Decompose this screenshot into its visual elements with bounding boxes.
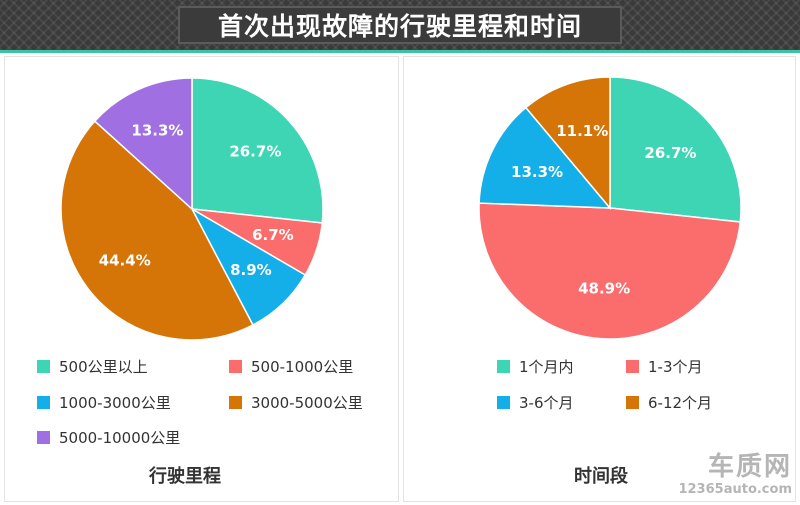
pie-slice-3 (524, 76, 611, 211)
pie-slice-0 (191, 77, 324, 224)
pie-slice-0 (609, 76, 742, 223)
legend-item-0: 500公里以上 (37, 355, 148, 377)
time-pie-chart: 26.7% 48.9% 13.3% 11.1% (478, 76, 742, 340)
legend-swatch (229, 395, 242, 409)
watermark-logo: 车质网 12365auto.com (662, 452, 792, 500)
pie-slice-2 (478, 106, 612, 209)
legend-item-3: 6-12个月 (626, 391, 712, 413)
legend-item-0: 1个月内 (497, 355, 574, 377)
pie-slice-3 (60, 120, 254, 341)
legend-label: 1000-3000公里 (59, 393, 171, 412)
legend-item-1: 1-3个月 (626, 355, 703, 377)
watermark-brand: 车质网 (707, 452, 792, 482)
pie-data-label-2: 8.9% (230, 261, 272, 279)
pie-data-label-1: 6.7% (252, 226, 294, 244)
legend-swatch (37, 430, 50, 444)
mileage-pie-chart: 26.7% 6.7% 8.9% 44.4% 13.3% (60, 77, 324, 341)
legend-label: 500公里以上 (59, 357, 148, 376)
legend-item-4: 5000-10000公里 (37, 426, 180, 448)
accent-line (0, 50, 800, 53)
legend-label: 6-12个月 (648, 393, 713, 412)
legend-swatch (626, 395, 639, 409)
chart-label-mileage: 行驶里程 (149, 466, 221, 487)
pie-data-label-0: 26.7% (644, 144, 696, 162)
mileage-chart-panel: 26.7% 6.7% 8.9% 44.4% 13.3% 500公里以上 500-1000… (4, 56, 399, 502)
pie-data-label-4: 13.3% (131, 122, 183, 140)
pie-slice-1 (478, 202, 742, 340)
legend-swatch (497, 359, 510, 373)
pie-data-label-1: 48.9% (578, 280, 630, 298)
legend-item-3: 3000-5000公里 (229, 391, 363, 413)
header-bar: 首次出现故障的行驶里程和时间 (0, 0, 800, 50)
legend-swatch (37, 395, 50, 409)
legend-swatch (229, 359, 242, 373)
page-title: 首次出现故障的行驶里程和时间 (178, 6, 622, 44)
legend-item-2: 3-6个月 (497, 391, 574, 413)
pie-data-label-0: 26.7% (229, 143, 281, 161)
legend-swatch (626, 359, 639, 373)
legend-label: 1-3个月 (648, 357, 703, 376)
legend-swatch (497, 395, 510, 409)
legend-label: 3000-5000公里 (251, 393, 363, 412)
pie-data-label-3: 11.1% (556, 122, 608, 140)
time-chart-panel: 26.7% 48.9% 13.3% 11.1% 1个月内 1-3个月 3-6个月 6-… (403, 56, 796, 502)
pie-data-label-3: 44.4% (99, 252, 151, 270)
legend-label: 1个月内 (519, 357, 574, 376)
legend-label: 500-1000公里 (251, 357, 354, 376)
legend-label: 5000-10000公里 (59, 428, 181, 447)
pie-slice-4 (93, 77, 193, 211)
legend-label: 3-6个月 (519, 393, 574, 412)
chart-label-time: 时间段 (574, 466, 628, 487)
legend-item-1: 500-1000公里 (229, 355, 353, 377)
watermark-url: 12365auto.com (678, 482, 792, 497)
pie-data-label-2: 13.3% (511, 163, 563, 181)
legend-item-2: 1000-3000公里 (37, 391, 171, 413)
legend-swatch (37, 359, 50, 373)
